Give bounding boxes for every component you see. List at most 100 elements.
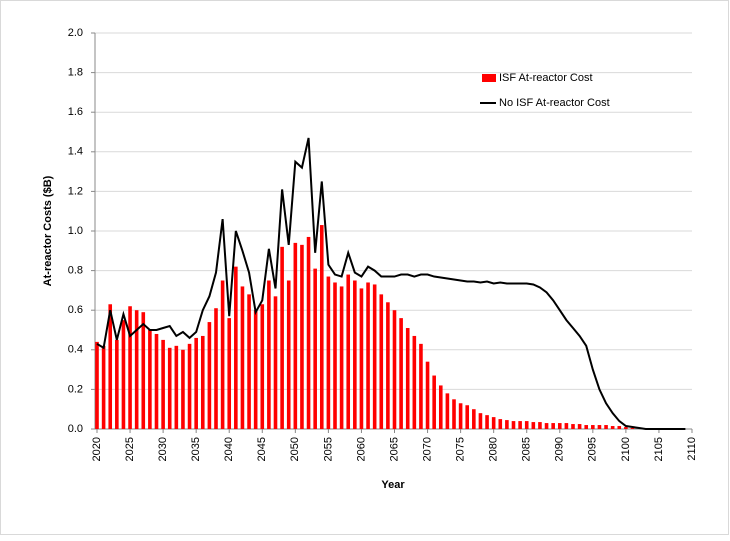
bar: [167, 347, 172, 429]
y-tick-label: 0.2: [68, 383, 83, 395]
bar: [161, 339, 165, 429]
bar: [584, 425, 589, 429]
bar: [551, 423, 555, 429]
bar: [154, 333, 159, 429]
bar: [273, 296, 278, 429]
bar: [392, 310, 397, 429]
bar: [472, 409, 476, 429]
x-tick-label: 2045: [256, 437, 268, 461]
y-tick-label: 0.6: [68, 304, 83, 316]
legend-label: ISF At-reactor Cost: [499, 72, 593, 84]
bar: [313, 268, 317, 429]
bar: [366, 282, 370, 429]
x-tick-label: 2070: [421, 437, 433, 461]
x-tick-label: 2030: [157, 437, 169, 461]
line: [96, 137, 686, 430]
bar: [280, 246, 284, 429]
bar: [260, 304, 265, 429]
bar: [478, 413, 483, 429]
bar: [194, 337, 198, 429]
bar: [445, 393, 450, 429]
bar: [624, 427, 628, 429]
bar: [326, 276, 331, 429]
bar: [564, 423, 569, 429]
bar: [524, 421, 529, 429]
bar: [610, 426, 615, 429]
bar: [465, 405, 470, 429]
x-tick-label: 2095: [587, 437, 599, 461]
bar: [557, 423, 562, 429]
bar: [300, 244, 304, 429]
bar: [577, 424, 582, 429]
bar: [386, 302, 390, 429]
bar: [286, 280, 291, 429]
bar: [148, 330, 152, 429]
bar: [458, 403, 463, 429]
bar: [518, 421, 522, 429]
bar: [531, 422, 536, 429]
bar: [121, 320, 126, 429]
bar: [353, 280, 357, 429]
x-tick-label: 2110: [686, 437, 698, 461]
bar: [293, 242, 298, 429]
x-tick-label: 2040: [223, 437, 235, 461]
bar: [604, 425, 608, 429]
y-tick-label: 0.4: [68, 344, 83, 356]
bar: [491, 417, 496, 429]
bar: [617, 426, 622, 429]
bar: [379, 294, 384, 429]
bar: [101, 345, 106, 429]
bar: [319, 225, 324, 429]
bar: [220, 280, 225, 429]
legend-swatch: [482, 74, 496, 82]
bar: [505, 420, 509, 429]
bar: [181, 349, 185, 429]
bar: [485, 415, 489, 429]
bar: [544, 423, 549, 429]
bar: [240, 286, 245, 429]
bar: [419, 343, 423, 429]
bar: [214, 308, 218, 429]
y-tick-label: 1.8: [68, 67, 83, 79]
bar: [134, 310, 139, 429]
bar: [253, 310, 258, 429]
bar: [498, 419, 503, 429]
legend-label: No ISF At-reactor Cost: [499, 97, 610, 109]
x-tick-label: 2085: [521, 437, 533, 461]
bar: [247, 294, 251, 429]
bar: [432, 375, 436, 429]
bar: [511, 421, 516, 429]
bar: [538, 422, 542, 429]
bar: [630, 428, 635, 429]
bar: [306, 236, 311, 429]
bar: [438, 385, 443, 429]
y-axis-title: At-reactor Costs ($B): [42, 175, 54, 286]
bar: [346, 274, 351, 429]
bar: [267, 280, 271, 429]
bar: [571, 424, 575, 429]
bar: [597, 425, 602, 429]
bar: [359, 288, 364, 429]
x-tick-label: 2080: [488, 437, 500, 461]
x-tick-label: 2075: [455, 437, 467, 461]
bar: [372, 284, 377, 429]
x-tick-label: 2035: [190, 437, 202, 461]
bar: [95, 341, 99, 429]
bar: [115, 339, 119, 429]
bar: [339, 286, 344, 429]
x-tick-label: 2100: [620, 437, 632, 461]
bar: [200, 335, 205, 429]
bar: [591, 425, 595, 429]
y-tick-label: 1.4: [68, 146, 83, 158]
bar: [174, 345, 179, 429]
x-tick-label: 2020: [91, 437, 103, 461]
bar: [141, 312, 146, 429]
y-tick-label: 1.2: [68, 185, 83, 197]
x-tick-label: 2060: [355, 437, 367, 461]
y-tick-label: 0.0: [68, 423, 83, 435]
bar: [227, 318, 232, 429]
x-tick-label: 2090: [554, 437, 566, 461]
y-tick-label: 2.0: [68, 27, 83, 39]
